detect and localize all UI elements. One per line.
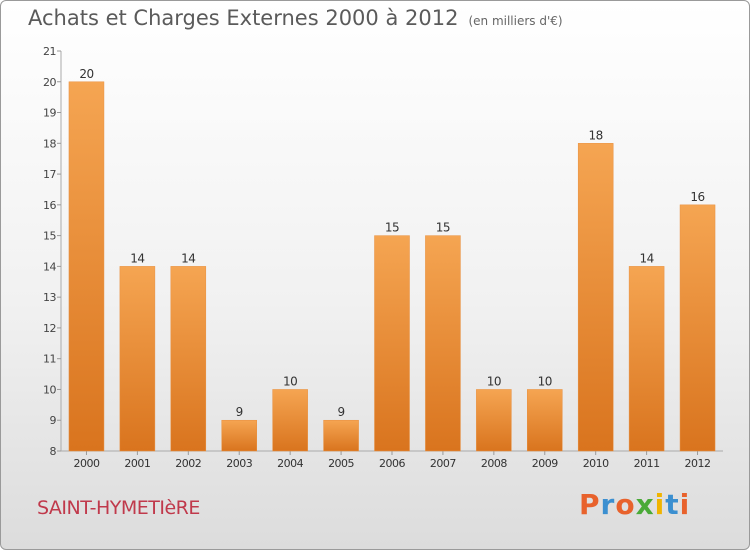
y-tick-label: 8 bbox=[50, 445, 57, 458]
axes: 8 9 10 11 12 13 14 15 16 17 18 19 20 21 2000 2001 2002 20… bbox=[43, 45, 723, 470]
data-label: 9 bbox=[236, 405, 243, 419]
y-tick-label: 20 bbox=[43, 76, 56, 89]
x-tick-label: 2000 bbox=[73, 457, 99, 470]
commune-name: SAINT-HYMETIèRE bbox=[37, 497, 200, 519]
data-label: 20 bbox=[79, 67, 93, 81]
logo-letter: o bbox=[615, 488, 636, 521]
data-label: 14 bbox=[639, 251, 653, 265]
y-tick-label: 9 bbox=[50, 414, 57, 427]
y-tick-label: 16 bbox=[43, 199, 56, 212]
x-tick-label: 2009 bbox=[532, 457, 558, 470]
data-label: 15 bbox=[436, 221, 450, 235]
data-label: 14 bbox=[130, 251, 144, 265]
bar bbox=[323, 419, 359, 452]
x-tick-label: 2003 bbox=[226, 457, 252, 470]
y-tick-label: 10 bbox=[43, 383, 56, 396]
data-label: 10 bbox=[538, 374, 552, 388]
chart-title: Achats et Charges Externes 2000 à 2012 (e… bbox=[28, 6, 563, 30]
x-tick-label: 2012 bbox=[685, 457, 711, 470]
y-tick-label: 18 bbox=[43, 137, 56, 150]
bar bbox=[170, 266, 207, 452]
bar bbox=[68, 81, 105, 452]
bar bbox=[679, 204, 716, 452]
y-tick-label: 15 bbox=[43, 230, 56, 243]
chart-title-text: Achats et Charges Externes 2000 à 2012 bbox=[28, 6, 459, 30]
y-tick-label: 14 bbox=[43, 260, 56, 273]
logo-letter: P bbox=[579, 488, 601, 521]
bar bbox=[221, 419, 257, 452]
logo-letter: i bbox=[654, 488, 666, 521]
x-tick-label: 2011 bbox=[634, 457, 660, 470]
bar bbox=[628, 266, 665, 452]
y-tick-label: 17 bbox=[43, 168, 56, 181]
x-tick-label: 2002 bbox=[175, 457, 201, 470]
bar bbox=[272, 389, 308, 452]
data-label: 10 bbox=[487, 374, 501, 388]
y-tick-label: 11 bbox=[43, 353, 56, 366]
x-tick-label: 2006 bbox=[379, 457, 405, 470]
bar bbox=[577, 143, 614, 452]
x-tick-label: 2008 bbox=[481, 457, 507, 470]
bar bbox=[425, 235, 461, 452]
bars bbox=[68, 81, 716, 452]
bar bbox=[374, 235, 410, 452]
y-tick-label: 12 bbox=[43, 322, 56, 335]
x-tick-label: 2001 bbox=[124, 457, 150, 470]
x-tick-label: 2005 bbox=[328, 457, 354, 470]
bar bbox=[527, 389, 563, 452]
y-tick-label: 19 bbox=[43, 107, 56, 120]
y-tick-label: 13 bbox=[43, 291, 56, 304]
value-labels: 20 14 14 9 10 9 15 15 10 10 18 14 16 bbox=[79, 67, 705, 419]
proxiti-logo: Proxiti bbox=[579, 488, 690, 521]
y-tick-label: 21 bbox=[43, 45, 56, 58]
data-label: 9 bbox=[338, 405, 345, 419]
data-label: 14 bbox=[181, 251, 195, 265]
bar bbox=[476, 389, 512, 452]
logo-letter: r bbox=[600, 488, 616, 521]
logo-letter: i bbox=[679, 488, 691, 521]
data-label: 18 bbox=[589, 128, 603, 142]
logo-letter: x bbox=[635, 488, 655, 521]
data-label: 16 bbox=[690, 190, 704, 204]
data-label: 10 bbox=[283, 374, 297, 388]
bar bbox=[119, 266, 156, 452]
x-tick-label: 2004 bbox=[277, 457, 303, 470]
chart-unit: (en milliers d'€) bbox=[468, 14, 563, 28]
data-label: 15 bbox=[385, 221, 399, 235]
x-tick-label: 2007 bbox=[430, 457, 456, 470]
logo-letter: t bbox=[665, 488, 680, 521]
x-tick-label: 2010 bbox=[583, 457, 609, 470]
